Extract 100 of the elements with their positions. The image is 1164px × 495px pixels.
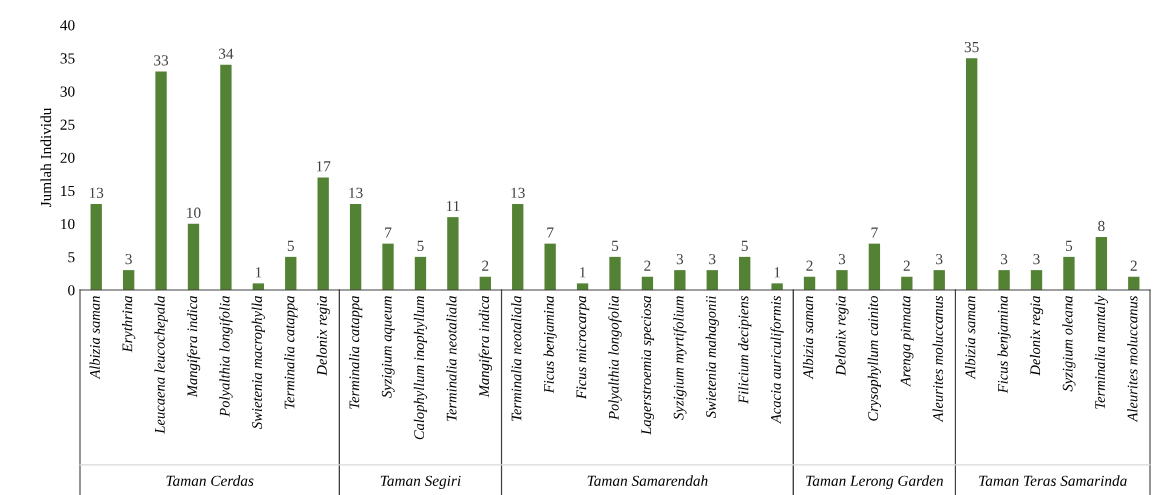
data-label: 5: [1066, 240, 1073, 251]
data-label: 5: [741, 240, 748, 251]
data-label: 3: [1033, 253, 1040, 265]
text: Taman Cerdas: [166, 475, 254, 486]
data-label: 1: [580, 267, 586, 278]
data-label: 13: [89, 187, 104, 198]
y-tick-label: 5: [68, 252, 75, 263]
bar: [414, 256, 427, 290]
x-tick-label: Delonix regia: [316, 296, 330, 376]
x-tick-label: Acacia auriculiformis: [770, 296, 784, 424]
data-label: 33: [154, 55, 169, 66]
data-label: 7: [547, 227, 554, 238]
x-tick-label: Terminalia neotaliala: [446, 296, 457, 421]
bar: [771, 283, 783, 290]
bar: [868, 243, 881, 290]
data-label: 11: [446, 201, 460, 212]
bar: [706, 270, 718, 290]
data-label: 3: [709, 253, 716, 265]
bar: [1095, 237, 1108, 290]
x-tick-label: Syzigium oleana: [1062, 296, 1076, 392]
x-tick-label: Leucaena leucochepala: [154, 296, 168, 434]
bar: [933, 270, 945, 290]
data-label: 3: [1001, 253, 1008, 265]
data-label: 3: [125, 253, 132, 265]
x-tick-label: Ficus microcarpa: [576, 296, 590, 400]
bar: [285, 256, 297, 290]
x-tick-label: Swietenia macrophylla: [251, 296, 265, 429]
x-tick-label: Erythrina: [122, 296, 136, 353]
y-tick-label: 20: [60, 152, 75, 163]
x-tick-label: Mangifera indica: [478, 296, 492, 398]
x-tick-label: Albizia saman: [89, 296, 100, 380]
data-label: 1: [255, 267, 262, 278]
data-label: 5: [612, 240, 619, 251]
x-tick-label: Albizia saman: [802, 296, 814, 380]
text: Taman Teras Samarinda: [979, 475, 1127, 486]
data-label: 2: [1130, 260, 1137, 271]
y-tick-label: 25: [60, 119, 75, 130]
x-tick-label: Syzigium aqueum: [381, 296, 395, 398]
data-label: 13: [511, 187, 525, 198]
data-label: 3: [838, 253, 846, 265]
data-label: 2: [806, 260, 813, 271]
bar: [220, 64, 232, 290]
y-tick-label: 35: [60, 53, 75, 64]
x-tick-label: Delonix regia: [1029, 296, 1044, 376]
data-label: 10: [187, 207, 201, 218]
bar: [739, 256, 751, 290]
bar: [609, 256, 621, 290]
bar: [90, 203, 102, 290]
bar: [382, 243, 394, 290]
data-label: 2: [482, 260, 489, 271]
data-label: 2: [903, 260, 910, 271]
data-label: 1: [774, 267, 781, 278]
bar: [998, 270, 1010, 290]
x-tick-label: Calophyllum inophyllum: [413, 296, 428, 440]
x-tick-label: Terminalia neotaliala: [511, 296, 522, 421]
bar: [122, 270, 135, 290]
data-label: 7: [385, 227, 392, 238]
y-tick-label: 0: [68, 285, 75, 296]
data-label: 5: [287, 240, 294, 251]
y-tick-label: 15: [61, 185, 75, 197]
x-tick-label: Terminalia mantaly: [1094, 295, 1108, 409]
x-tick-label: Aleurites moluccanus: [932, 296, 943, 423]
x-tick-label: Ficus benjamina: [543, 296, 557, 394]
bar: [512, 203, 524, 290]
x-tick-label: Terminalia catappa: [284, 296, 298, 409]
x-tick-label: Polyalthia longifolia: [219, 296, 233, 417]
text: Taman Lerong Garden: [806, 475, 943, 490]
data-label: 7: [871, 227, 878, 238]
x-tick-label: Syzigium myrtifolium: [673, 296, 687, 420]
x-tick-label: Terminalia catappa: [348, 296, 363, 409]
y-tick-label: 10: [61, 218, 75, 230]
x-tick-label: Albizia saman: [965, 296, 976, 380]
y-axis-title: Jumlah Individu: [40, 107, 52, 208]
data-label: 2: [644, 260, 651, 271]
x-tick-label: Ficus benjamina: [997, 296, 1011, 394]
bar: [836, 270, 848, 290]
x-tick-label: Filicium decipiens: [738, 296, 752, 404]
bar: [349, 203, 362, 290]
x-tick-label: Lagerstroemia speciosa: [641, 296, 655, 435]
data-label: 13: [349, 187, 363, 198]
bar: [544, 243, 556, 290]
x-tick-label: Aleurites moluccanus: [1127, 296, 1138, 423]
bar: [187, 223, 200, 290]
data-label: 5: [417, 240, 424, 251]
bar: [674, 270, 686, 290]
data-label: 3: [676, 253, 684, 265]
data-label: 3: [936, 253, 943, 265]
text: Taman Samarendah: [587, 475, 708, 486]
data-label: 8: [1098, 220, 1105, 232]
text: Taman Segiri: [380, 475, 461, 490]
bar: [317, 177, 329, 290]
data-label: 34: [219, 48, 234, 59]
data-label: 35: [964, 41, 979, 53]
x-tick-label: Swietenia mahagonii: [705, 296, 719, 419]
bar: [447, 217, 459, 290]
bar: [155, 71, 167, 290]
y-tick-label: 30: [60, 86, 75, 97]
x-tick-label: Delonix regia: [835, 296, 849, 376]
bar: [965, 58, 978, 290]
y-tick-label: 40: [60, 20, 75, 31]
